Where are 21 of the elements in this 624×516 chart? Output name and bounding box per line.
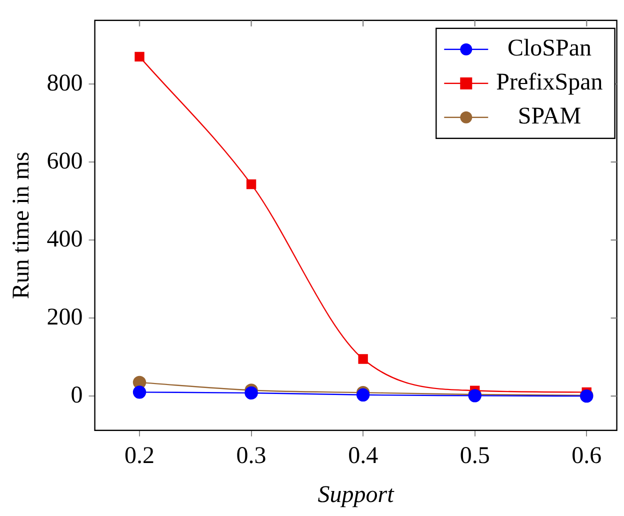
- legend-label: CloSPan: [507, 36, 592, 62]
- x-axis-title: Support: [318, 482, 396, 508]
- point: [134, 52, 144, 62]
- point: [358, 354, 368, 364]
- x-tick-label: 0.4: [348, 443, 378, 470]
- y-axis-title: Run time in ms: [8, 152, 35, 300]
- point: [132, 386, 146, 399]
- legend-label: SPAM: [518, 104, 582, 130]
- point: [356, 388, 370, 402]
- point: [244, 386, 258, 400]
- x-tick-label: 0.6: [572, 443, 602, 470]
- x-tick-label: 0.3: [236, 443, 266, 470]
- point: [246, 179, 256, 190]
- legend-label: PrefixSpan: [496, 70, 603, 96]
- y-tick-label: 800: [46, 70, 83, 96]
- x-tick-label: 0.5: [460, 443, 490, 470]
- y-tick-label: 200: [46, 304, 83, 330]
- y-tick-label: 600: [46, 148, 83, 174]
- y-tick-label: 400: [46, 226, 83, 252]
- y-tick-label: 0: [70, 382, 83, 408]
- x-tick-label: 0.2: [124, 443, 155, 470]
